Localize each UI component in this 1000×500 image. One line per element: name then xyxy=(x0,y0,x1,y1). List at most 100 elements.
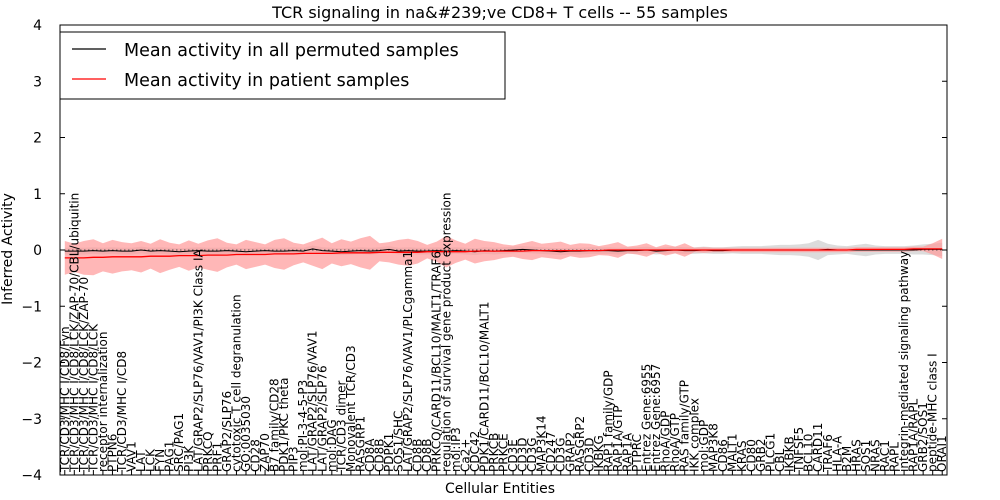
x-tick-label: HLA-A xyxy=(830,435,844,472)
x-tick-label: ZAP70 xyxy=(258,433,272,472)
x-tick-label: LAT/GRAP2/SLP76/VAV1/PI3K Class IA xyxy=(191,248,205,472)
legend-box xyxy=(59,31,506,100)
y-tick-label: −3 xyxy=(21,412,42,428)
x-tick-label: CD3G xyxy=(554,437,568,472)
x-tick-label: PTPRC xyxy=(630,434,644,472)
x-tick-label: RASGRP2 xyxy=(573,416,587,472)
y-tick-label: 2 xyxy=(33,131,42,147)
x-tick-label: TNFSF5 xyxy=(792,427,806,473)
x-tick-label: CBL xyxy=(773,448,787,472)
x-tick-label: PRKCQ xyxy=(201,431,215,472)
x-tick-label: RAS family/GTP xyxy=(678,380,692,472)
x-tick-label: BCL10 xyxy=(802,434,816,472)
y-tick-label: 4 xyxy=(33,18,42,34)
x-tick-label: PRF1 xyxy=(210,442,224,472)
x-tick-label: CD8A xyxy=(363,438,377,472)
y-tick-label: 1 xyxy=(33,187,42,203)
x-tick-label: PIP3 xyxy=(287,446,301,472)
x-tick-label: CARD11 xyxy=(811,423,825,472)
x-tick-label: PDPK1 xyxy=(382,433,396,472)
x-tick-label: LAT xyxy=(134,450,148,472)
x-tick-label: PDK1/CARD11/BCL10/MALT1 xyxy=(477,302,491,472)
x-tick-label: PAG1 xyxy=(163,441,177,472)
x-tick-label: RAC1 xyxy=(878,440,892,472)
y-tick-label-layer: −4 −3 −2 −1 0 1 2 3 4 xyxy=(21,18,42,484)
x-tick-label: TCR/CD3 dimer xyxy=(334,381,348,473)
x-tick-label: MAP3K14 xyxy=(535,415,549,472)
x-tick-label: HRAS xyxy=(849,439,863,472)
x-tick-label: CD3G xyxy=(525,437,539,472)
legend-label-permuted: Mean activity in all permuted samples xyxy=(124,41,459,61)
x-tick-label: MALT1 xyxy=(725,433,739,472)
x-tick-label: RAP1 family/GDP xyxy=(601,370,615,472)
x-tick-label: RAP1A/GTP xyxy=(611,405,625,472)
x-tick-label: mol:DAG xyxy=(325,419,339,472)
x-tick-label: MAP3K8 xyxy=(706,423,720,472)
x-tick-label: RAPL xyxy=(888,442,902,472)
x-tick-label: cytotoxic T cell degranulation xyxy=(229,294,243,472)
x-tick-label: FYN xyxy=(153,449,167,472)
x-tick-label: LCK xyxy=(144,448,158,472)
x-tick-label: peptide-MHC class I xyxy=(926,353,940,472)
x-tick-label: GRB2/SOS1 xyxy=(916,402,930,472)
x-tick-label: Ca2+ xyxy=(458,439,472,472)
x-tick-label: PLCG1 xyxy=(764,433,778,472)
x-tick-label: RAP1A xyxy=(621,432,635,472)
x-tick-label: GRB2 xyxy=(754,438,768,472)
x-tick-label: VAV1 xyxy=(125,441,139,472)
plot-area-frame xyxy=(59,24,948,476)
x-tick-label: ORAI1 xyxy=(935,435,949,472)
x-tick-label: RAP1A/RAPL xyxy=(907,399,921,472)
x-tick-label: CD8B xyxy=(420,439,434,473)
x-tick-label: CD247 xyxy=(544,431,558,472)
y-tick-label: −4 xyxy=(21,468,42,484)
chart-title: TCR signaling in na&#239;ve CD8+ T cells… xyxy=(271,3,728,22)
x-tick-label: TCR/CD3/MHC I/CD8/LCK/ZAP-70/CBL/ubiquit… xyxy=(67,193,81,473)
x-tick-label: LAT/GRAP2/SLP76/VAV1 xyxy=(306,331,320,472)
x-tick-label: PTPN6 xyxy=(106,434,120,472)
x-tick-label: PRKCQ/CARD11/BCL10/MALT1/TRAF6 xyxy=(430,251,444,472)
x-tick-label: mol:IP3 xyxy=(449,427,463,472)
x-tick-label: CD3D xyxy=(582,438,596,473)
x-tick-label: RhoA/GDP xyxy=(659,411,673,472)
x-tick-label: TCR/CD3/MHC I/CD8/LCK xyxy=(86,323,100,473)
x-tick-label: RASGRP1 xyxy=(353,416,367,472)
x-tick-label: PDK1/PKC theta xyxy=(277,378,291,472)
x-tick-label: CD80 xyxy=(745,439,759,472)
x-tick-label: KRAS xyxy=(735,440,749,472)
patient-mean-line-layer xyxy=(64,248,943,259)
x-tick-label: B7 family/CD28 xyxy=(268,378,282,472)
legend-label-patient: Mean activity in patient samples xyxy=(124,71,409,91)
x-tick-label: NRAS xyxy=(869,439,883,472)
x-tick-label: mol:GDP xyxy=(697,420,711,472)
x-tick-label: IKBKG xyxy=(592,435,606,472)
x-tick-label: TRAF6 xyxy=(821,434,835,473)
x-tick-label: PRKCE xyxy=(497,433,511,472)
x-tick-label: TCR/CD3/MHC I/CD8/LCK/ZAP-70 xyxy=(77,277,91,473)
x-tick-label: SOS1 xyxy=(859,440,873,472)
x-tick-label: Monovalent TCR/CD3 xyxy=(344,345,358,472)
x-tick-label: TCR/CD3/MHC I/CD8 xyxy=(115,351,129,473)
x-tick-label: SRC/PAG1 xyxy=(172,413,186,472)
x-tick-label: PI3K xyxy=(182,445,196,472)
legend: Mean activity in all permuted samples Me… xyxy=(59,31,506,100)
x-tick-label: mol:PI-3-4-5-P3 xyxy=(296,380,310,472)
x-tick-label: CD3E xyxy=(506,439,520,472)
x-tick-label: GRAP2/SLP76 xyxy=(220,391,234,472)
y-tick-label: −2 xyxy=(21,356,42,372)
x-tick-label: IKK complex xyxy=(687,398,701,472)
patient-confidence-band-layer xyxy=(64,235,943,276)
x-tick-label: B2M xyxy=(840,446,854,472)
x-axis-label: Cellular Entities xyxy=(445,481,555,497)
x-tick-label: CDC42 xyxy=(468,431,482,472)
x-tick-label: integrin-mediated signaling pathway xyxy=(897,251,911,472)
x-tick-label: CD8B xyxy=(373,439,387,473)
x-tick-label: GO:0035030 xyxy=(239,396,253,472)
patient-confidence-band xyxy=(64,235,943,276)
y-tick-label: −1 xyxy=(21,299,42,315)
x-tick-label: CD3D xyxy=(516,438,530,473)
x-tick-label: CD86 xyxy=(716,439,730,472)
y-tick-label: 0 xyxy=(33,243,42,259)
x-tick-label: CD8B xyxy=(411,439,425,473)
